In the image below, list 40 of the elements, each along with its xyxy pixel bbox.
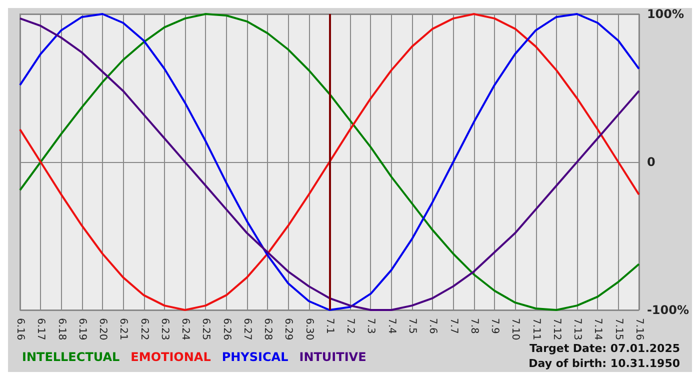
x-tick-label: 6.26 bbox=[220, 318, 232, 340]
x-tick-label: 7.2 bbox=[344, 318, 356, 334]
x-tick-label: 7.16 bbox=[633, 318, 644, 340]
x-tick-label: 7.7 bbox=[448, 318, 459, 334]
x-tick-label: 7.9 bbox=[489, 318, 500, 334]
x-tick-label: 6.23 bbox=[158, 318, 170, 340]
x-tick-label: 7.14 bbox=[592, 318, 604, 340]
x-tick-label: 6.19 bbox=[76, 318, 88, 340]
x-tick-label: 7.6 bbox=[427, 318, 438, 334]
y-tick-label: -100% bbox=[646, 303, 690, 317]
x-tick-label: 6.25 bbox=[200, 318, 212, 340]
text: INTUITIVE bbox=[299, 350, 366, 364]
x-tick-label: 6.17 bbox=[35, 318, 46, 340]
x-tick-label: 7.11 bbox=[530, 318, 542, 340]
x-tick-label: 7.10 bbox=[510, 318, 521, 340]
text: PHYSICAL bbox=[222, 350, 289, 364]
x-tick-label: 6.21 bbox=[118, 318, 129, 340]
text: INTELLECTUAL bbox=[22, 350, 120, 364]
x-tick-label: 7.12 bbox=[550, 318, 562, 340]
x-tick-label: 6.16 bbox=[14, 318, 26, 340]
x-tick-label: 6.24 bbox=[180, 318, 191, 340]
y-tick-label: 0 bbox=[646, 155, 656, 169]
x-tick-label: 7.4 bbox=[386, 318, 397, 334]
text: EMOTIONAL bbox=[130, 350, 212, 364]
text: Day of birth: 10.31.1950 bbox=[528, 357, 680, 370]
x-tick-label: 6.28 bbox=[262, 318, 274, 340]
x-tick-label: 6.27 bbox=[241, 318, 252, 340]
x-tick-label: 7.3 bbox=[365, 318, 376, 334]
x-tick-label: 6.29 bbox=[282, 318, 294, 340]
x-tick-label: 7.13 bbox=[572, 318, 583, 340]
x-tick-label: 7.1 bbox=[324, 318, 335, 334]
x-tick-label: 6.18 bbox=[56, 318, 67, 340]
x-tick-label: 7.15 bbox=[612, 318, 624, 340]
x-tick-label: 7.8 bbox=[468, 318, 480, 334]
x-tick-label: 6.22 bbox=[138, 318, 150, 340]
x-tick-label: 6.20 bbox=[97, 318, 108, 340]
x-tick-label: 7.5 bbox=[406, 318, 418, 334]
text: Target Date: 07.01.2025 bbox=[530, 342, 680, 355]
x-tick-label: 6.30 bbox=[303, 318, 314, 340]
y-tick-label: 100% bbox=[646, 7, 684, 21]
